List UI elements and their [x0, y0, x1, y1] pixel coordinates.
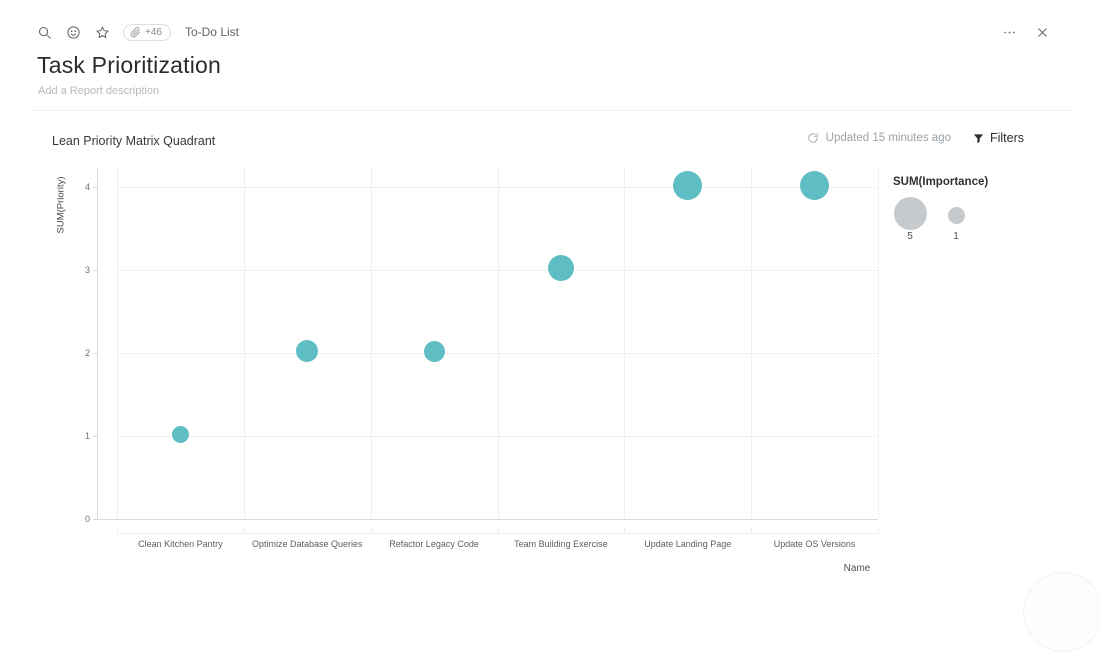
more-options-icon[interactable]: [1001, 24, 1017, 40]
y-tick: [93, 187, 97, 188]
legend-title: SUM(Importance): [893, 176, 989, 188]
star-icon[interactable]: [94, 24, 110, 40]
report-page: { "topbar": { "attachments_count": "+46"…: [30, 21, 1100, 652]
x-axis-label: Clean Kitchen Pantry: [138, 539, 223, 549]
search-icon[interactable]: [36, 24, 52, 40]
x-label-row-line: [117, 533, 878, 534]
filter-funnel-icon: [973, 133, 984, 143]
y-axis-line: [97, 168, 98, 519]
y-tick-label: 1: [84, 431, 90, 441]
paperclip-icon: [130, 26, 141, 37]
filters-label: Filters: [989, 131, 1024, 145]
x-boundary-tick: [370, 528, 372, 533]
chart-bubble-refactor-legacy-code[interactable]: [423, 340, 445, 362]
gridline-vertical: [497, 168, 499, 519]
chart-bubble-clean-kitchen-pantry[interactable]: [171, 425, 189, 443]
x-axis-label: Refactor Legacy Code: [389, 539, 479, 549]
attachments-count: +46: [145, 26, 162, 38]
gridline-vertical: [370, 168, 372, 519]
refresh-icon: [807, 133, 818, 143]
chart-bubble-update-os-versions[interactable]: [800, 170, 830, 200]
y-tick-label: 4: [84, 182, 90, 192]
x-axis-label: Team Building Exercise: [514, 539, 608, 549]
breadcrumb[interactable]: To-Do List: [184, 25, 239, 39]
chart-title: Lean Priority Matrix Quadrant: [52, 134, 216, 148]
floating-action-button[interactable]: [1023, 572, 1100, 652]
emoji-icon[interactable]: [65, 24, 81, 40]
x-boundary-tick: [243, 528, 245, 533]
filters-button[interactable]: Filters: [973, 131, 1024, 145]
page-title: Task Prioritization: [37, 52, 222, 78]
x-axis-label: Update OS Versions: [773, 539, 856, 549]
x-axis-title: Name: [843, 563, 871, 574]
y-tick: [93, 353, 97, 354]
x-axis-label: Optimize Database Queries: [251, 539, 363, 549]
header-divider: [30, 110, 1072, 111]
gridline-vertical: [878, 168, 879, 519]
topbar-actions: [1001, 21, 1050, 43]
y-tick: [93, 519, 97, 520]
x-boundary-tick: [624, 528, 626, 533]
topbar: +46 To-Do List: [36, 21, 239, 43]
report-description-placeholder[interactable]: Add a Report description: [38, 85, 160, 97]
x-boundary-tick: [878, 528, 879, 533]
gridline-vertical: [624, 168, 626, 519]
attachments-badge[interactable]: +46: [123, 23, 171, 41]
y-tick-label: 3: [84, 265, 90, 275]
gridline-vertical: [117, 168, 118, 519]
legend-bubble-small: [947, 206, 965, 224]
chart-bubble-optimize-database-queries[interactable]: [296, 340, 319, 362]
refresh-button[interactable]: Updated 15 minutes ago: [807, 132, 951, 144]
x-boundary-tick: [497, 528, 499, 533]
chart-panel-actions: Updated 15 minutes ago Filters: [807, 131, 1024, 145]
y-tick: [93, 436, 97, 437]
updated-text: Updated 15 minutes ago: [825, 132, 951, 144]
gridline-vertical: [751, 168, 753, 519]
chart-bubble-update-landing-page[interactable]: [673, 170, 703, 200]
x-axis-label: Update Landing Page: [644, 539, 732, 549]
chart-bubble-team-building-exercise[interactable]: [547, 255, 574, 281]
gridline-vertical: [243, 168, 245, 519]
y-tick-label: 0: [84, 514, 90, 524]
legend-bubble-large: [893, 196, 927, 230]
x-boundary-tick: [751, 528, 753, 533]
y-tick-label: 2: [84, 348, 90, 358]
close-icon[interactable]: [1034, 24, 1050, 40]
legend-value-small: 1: [953, 231, 959, 242]
bubble-chart: 0 1 2 3 4 Clean Kitchen Pantry Optimize Databa…: [84, 168, 879, 549]
x-axis-line: [97, 519, 878, 520]
x-boundary-tick: [117, 528, 118, 533]
y-axis-title: SUM(Priority): [55, 176, 67, 234]
legend-value-large: 5: [907, 231, 913, 242]
y-tick: [93, 270, 97, 271]
